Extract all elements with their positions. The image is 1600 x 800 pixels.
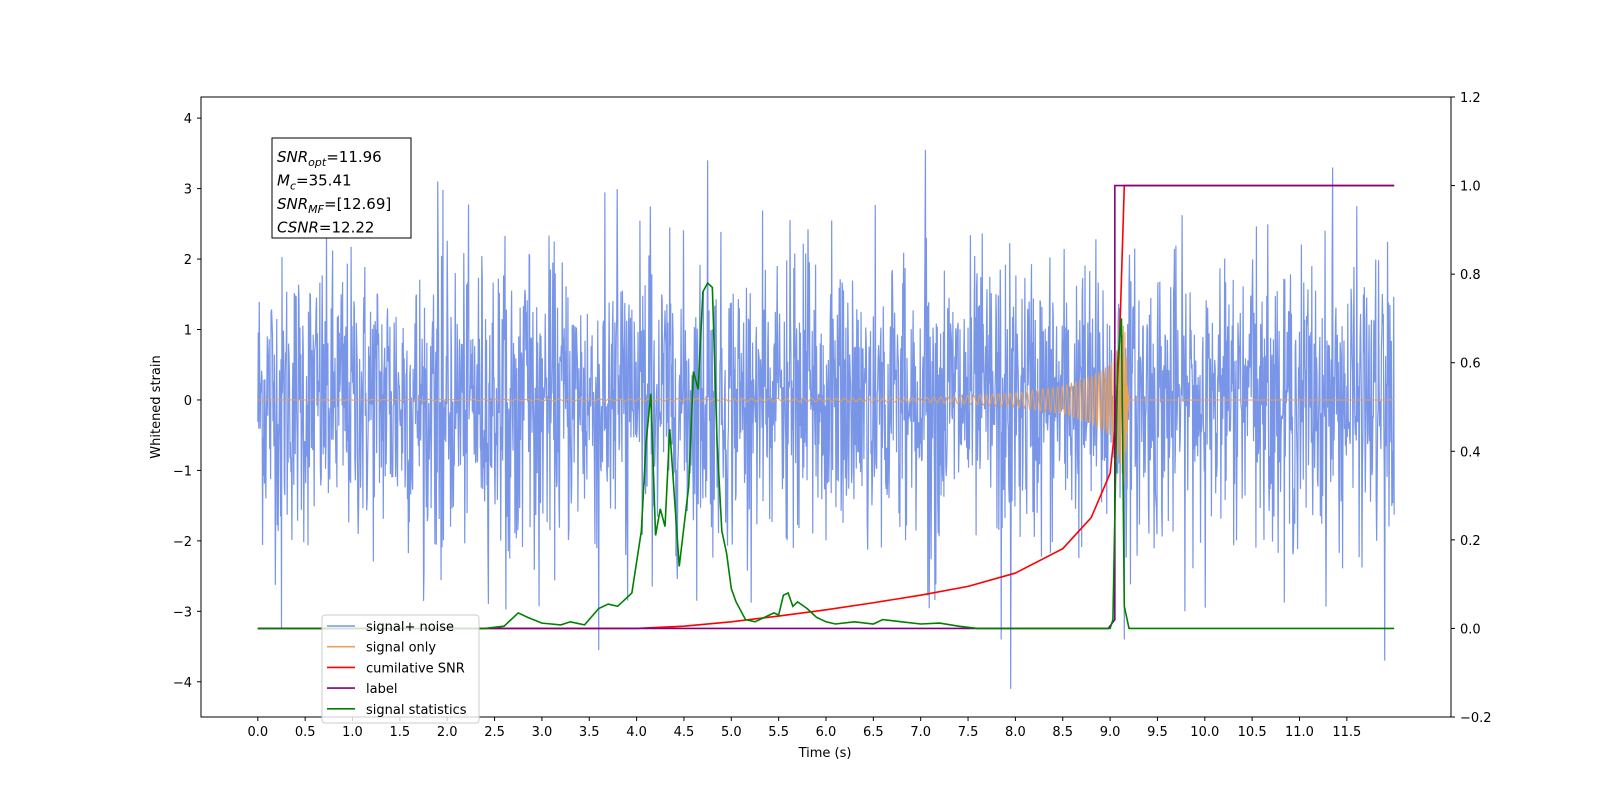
annotation-symbol: M bbox=[277, 172, 290, 190]
y-tick-label: −3 bbox=[173, 605, 192, 620]
series-line-signal-only bbox=[257, 325, 1395, 484]
annotation-symbol: CSNR bbox=[277, 219, 319, 237]
series-line-signal-noise bbox=[257, 149, 1395, 689]
x-tick-label: 9.5 bbox=[1147, 725, 1168, 740]
y-tick-label: −1 bbox=[173, 464, 192, 479]
annotation-value: =12.22 bbox=[319, 219, 375, 237]
y-tick-label: 4 bbox=[184, 112, 192, 127]
x-tick-label: 4.0 bbox=[626, 725, 647, 740]
x-axis-label: Time (s) bbox=[798, 746, 852, 761]
x-tick-label: 7.0 bbox=[910, 725, 931, 740]
y-axis-right-ticks: 1.2 1.0 0.8 0.6 0.4 0.2 0.0 −0.2 bbox=[1451, 91, 1492, 726]
series-line-cumulative-snr bbox=[257, 184, 1395, 630]
x-axis-ticks: 0.0 0.5 1.0 1.5 2.0 2.5 3.0 3.5 4.0 4.5 5.0 5.5 6.0 6… bbox=[247, 717, 1361, 740]
annotation-line: Mc=35.41 bbox=[277, 172, 352, 193]
x-tick-label: 10.5 bbox=[1238, 725, 1267, 740]
x-tick-label: 11.5 bbox=[1332, 725, 1361, 740]
annotation-line: CSNR=12.22 bbox=[277, 219, 374, 237]
y2-tick-label: 1.2 bbox=[1460, 91, 1481, 106]
legend: signal+ noise signal only cumilative SNR la… bbox=[321, 614, 480, 724]
x-tick-label: 8.0 bbox=[1005, 725, 1026, 740]
x-tick-label: 5.0 bbox=[721, 725, 742, 740]
annotation-line: SNRopt=11.96 bbox=[277, 148, 382, 169]
y2-tick-label: 0.0 bbox=[1460, 622, 1481, 637]
x-tick-label: 11.0 bbox=[1285, 725, 1314, 740]
x-tick-label: 8.5 bbox=[1052, 725, 1073, 740]
legend-frame bbox=[321, 614, 480, 724]
y2-tick-label: −0.2 bbox=[1460, 711, 1492, 726]
series-line-signal-statistics bbox=[257, 281, 1395, 630]
y-tick-label: 0 bbox=[184, 394, 192, 409]
x-tick-label: 10.0 bbox=[1190, 725, 1219, 740]
y-tick-label: −2 bbox=[173, 535, 192, 550]
x-tick-label: 6.5 bbox=[863, 725, 884, 740]
annotation-line: SNRMF=[12.69] bbox=[277, 195, 391, 216]
series-layer bbox=[257, 149, 1395, 689]
x-tick-label: 2.0 bbox=[437, 725, 458, 740]
x-tick-label: 6.0 bbox=[816, 725, 837, 740]
x-tick-label: 3.0 bbox=[532, 725, 553, 740]
annotation-symbol: SNR bbox=[277, 195, 308, 213]
y2-tick-label: 0.2 bbox=[1460, 534, 1481, 549]
x-tick-label: 0.5 bbox=[295, 725, 316, 740]
x-tick-label: 0.0 bbox=[247, 725, 268, 740]
y2-tick-label: 0.6 bbox=[1460, 357, 1481, 372]
legend-label: signal statistics bbox=[366, 703, 467, 718]
legend-label: signal+ noise bbox=[366, 620, 454, 635]
y2-tick-label: 0.4 bbox=[1460, 445, 1481, 460]
x-tick-label: 3.5 bbox=[579, 725, 600, 740]
x-tick-label: 1.5 bbox=[390, 725, 411, 740]
annotation-subscript: opt bbox=[308, 156, 327, 169]
x-tick-label: 1.0 bbox=[342, 725, 363, 740]
x-tick-label: 2.5 bbox=[484, 725, 505, 740]
y-tick-label: 2 bbox=[184, 253, 192, 268]
legend-label: cumilative SNR bbox=[366, 661, 465, 676]
y-tick-label: 1 bbox=[184, 324, 192, 339]
y2-tick-label: 1.0 bbox=[1460, 180, 1481, 195]
annotation-symbol: SNR bbox=[277, 148, 308, 166]
y-axis-label: Whitened strain bbox=[149, 355, 164, 458]
annotation-value: =[12.69] bbox=[324, 195, 391, 213]
annotation-frame bbox=[271, 137, 412, 239]
y-tick-label: −4 bbox=[173, 676, 192, 691]
stats-annotation-box: SNRopt=11.96Mc=35.41SNRMF=[12.69]CSNR=12… bbox=[271, 137, 412, 239]
x-tick-label: 5.5 bbox=[768, 725, 789, 740]
legend-label: signal only bbox=[366, 641, 436, 656]
x-tick-label: 4.5 bbox=[674, 725, 695, 740]
annotation-subscript: MF bbox=[308, 203, 324, 216]
legend-label: label bbox=[366, 682, 397, 697]
x-tick-label: 9.0 bbox=[1100, 725, 1121, 740]
y-tick-label: 3 bbox=[184, 183, 192, 198]
x-tick-label: 7.5 bbox=[958, 725, 979, 740]
annotation-value: =35.41 bbox=[296, 172, 352, 190]
annotation-subscript: c bbox=[290, 180, 296, 193]
y-axis-left-ticks: 4 3 2 1 0 −1 −2 −3 −4 bbox=[173, 112, 201, 691]
y2-tick-label: 0.8 bbox=[1460, 268, 1481, 283]
annotation-value: =11.96 bbox=[326, 148, 382, 166]
series-line-label bbox=[257, 184, 1395, 630]
